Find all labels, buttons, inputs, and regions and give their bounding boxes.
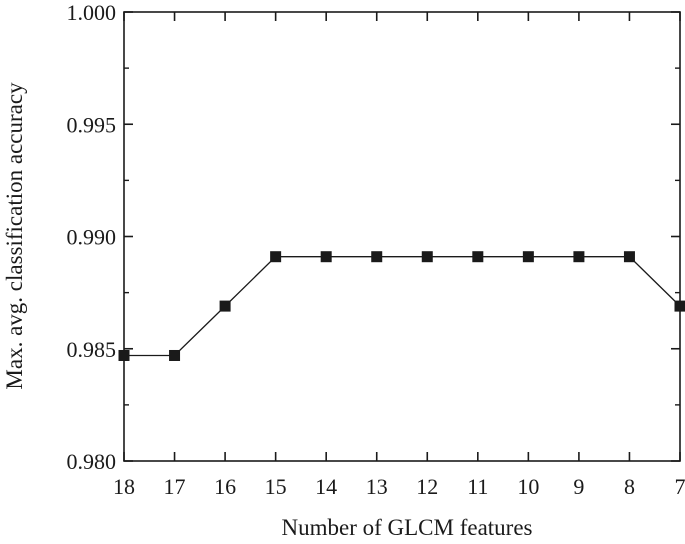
data-point <box>472 251 484 263</box>
y-tick-label: 0.985 <box>67 337 117 362</box>
x-tick-label: 18 <box>113 474 135 499</box>
y-tick-label: 1.000 <box>67 0 117 25</box>
plot-frame <box>123 11 681 462</box>
x-tick-label: 9 <box>573 474 584 499</box>
y-tick-label: 0.990 <box>67 225 117 250</box>
y-axis: 0.980 0.985 0.990 0.995 1.000 <box>67 0 680 474</box>
data-point <box>623 251 635 263</box>
data-point <box>522 251 534 263</box>
x-axis: 18 17 16 15 14 13 12 11 10 9 8 7 <box>113 12 685 499</box>
data-point <box>371 251 383 263</box>
x-tick-label: 14 <box>315 474 337 499</box>
data-point <box>573 251 585 263</box>
x-tick-label: 15 <box>265 474 287 499</box>
data-point <box>270 251 282 263</box>
y-axis-title: Max. avg. classification accuracy <box>2 82 27 390</box>
series-line <box>124 256 681 357</box>
data-point <box>320 251 332 263</box>
x-tick-label: 17 <box>164 474 186 499</box>
x-tick-label: 16 <box>214 474 236 499</box>
series-layer <box>118 251 685 361</box>
y-tick-label: 0.995 <box>67 112 117 137</box>
data-point <box>169 349 181 361</box>
data-point <box>219 300 231 312</box>
x-tick-label: 11 <box>467 474 488 499</box>
x-tick-label: 13 <box>366 474 388 499</box>
data-point <box>674 300 685 312</box>
data-point <box>118 349 130 361</box>
x-tick-label: 12 <box>416 474 438 499</box>
plot-area <box>123 11 681 462</box>
y-tick-label: 0.980 <box>67 449 117 474</box>
x-tick-label: 10 <box>517 474 539 499</box>
data-point <box>421 251 433 263</box>
x-tick-label: 8 <box>624 474 635 499</box>
x-tick-label: 7 <box>675 474 685 499</box>
x-axis-title: Number of GLCM features <box>281 515 532 540</box>
